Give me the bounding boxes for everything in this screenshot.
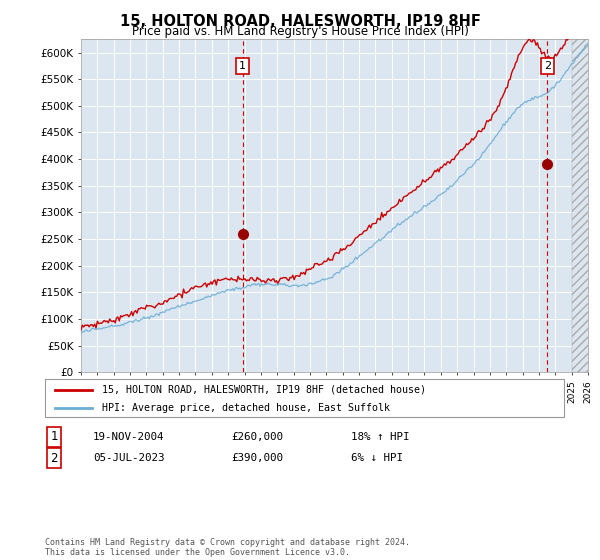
Text: 1: 1: [239, 61, 246, 71]
Text: HPI: Average price, detached house, East Suffolk: HPI: Average price, detached house, East…: [102, 403, 390, 413]
Text: 2: 2: [544, 61, 551, 71]
Text: 05-JUL-2023: 05-JUL-2023: [93, 453, 164, 463]
Text: 2: 2: [50, 451, 58, 465]
Text: 19-NOV-2004: 19-NOV-2004: [93, 432, 164, 442]
Text: £390,000: £390,000: [231, 453, 283, 463]
Text: 1: 1: [50, 430, 58, 444]
Text: 15, HOLTON ROAD, HALESWORTH, IP19 8HF (detached house): 15, HOLTON ROAD, HALESWORTH, IP19 8HF (d…: [102, 385, 426, 395]
Text: Contains HM Land Registry data © Crown copyright and database right 2024.
This d: Contains HM Land Registry data © Crown c…: [45, 538, 410, 557]
Text: Price paid vs. HM Land Registry's House Price Index (HPI): Price paid vs. HM Land Registry's House …: [131, 25, 469, 38]
Text: 6% ↓ HPI: 6% ↓ HPI: [351, 453, 403, 463]
Text: 15, HOLTON ROAD, HALESWORTH, IP19 8HF: 15, HOLTON ROAD, HALESWORTH, IP19 8HF: [119, 14, 481, 29]
Bar: [572, 39, 596, 372]
Text: 18% ↑ HPI: 18% ↑ HPI: [351, 432, 409, 442]
Text: £260,000: £260,000: [231, 432, 283, 442]
